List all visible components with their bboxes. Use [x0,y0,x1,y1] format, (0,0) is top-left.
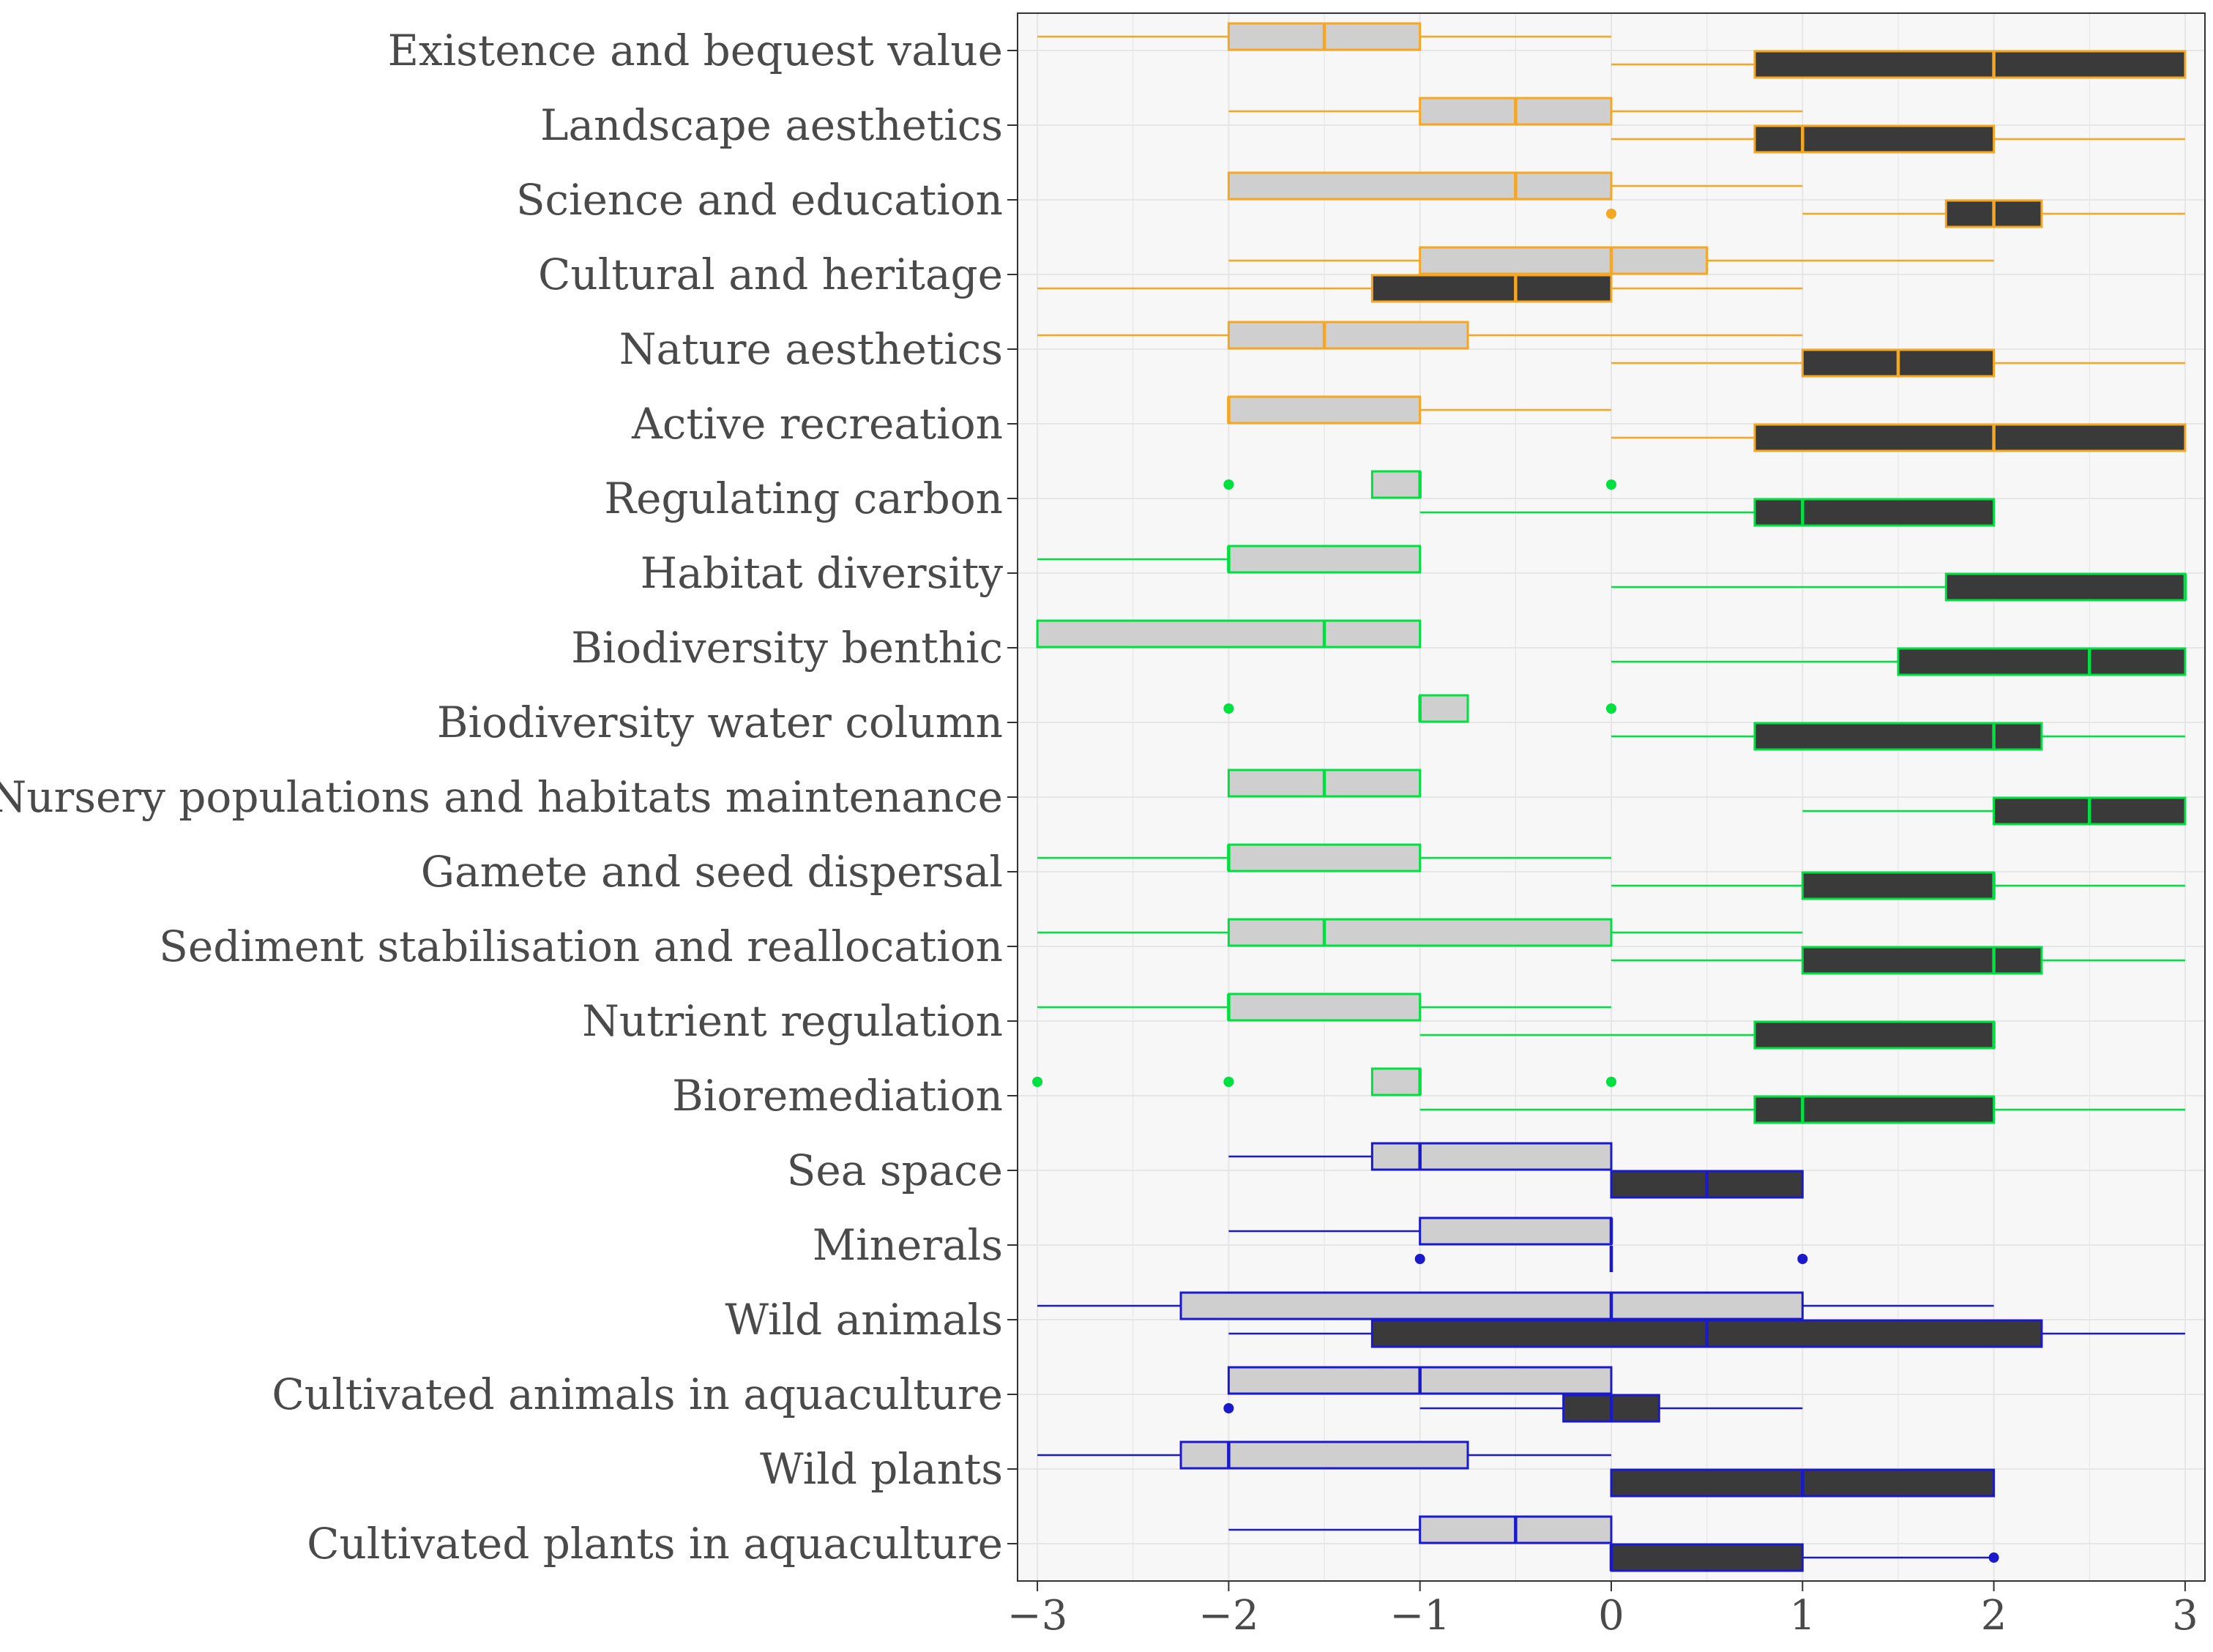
dark-box [1897,647,2187,676]
category-label: Bioremediation [672,1071,1003,1121]
category-label: Nature aesthetics [619,324,1003,374]
category-label: Cultivated plants in aquaculture [307,1519,1003,1569]
category-label: Sea space [787,1145,1003,1195]
light-box [1227,843,1422,872]
box-group [1227,769,2187,826]
box-group [1228,97,2185,154]
box-group [1227,395,2187,452]
category-label: Wild animals [725,1295,1003,1345]
light-outlier [1032,1077,1043,1087]
dark-box [1753,50,2187,79]
x-tick-label: −1 [1389,1592,1450,1640]
light-box [1370,1067,1422,1096]
light-box [1370,1142,1613,1171]
dark-box [1753,1020,1996,1050]
box-group [1037,918,2185,975]
dark-outlier [1414,1254,1425,1264]
category-label: Nutrient regulation [582,996,1003,1046]
x-tick-label: 3 [2172,1592,2198,1640]
category-label: Cultural and heritage [538,250,1003,299]
light-box [1419,1216,1613,1246]
light-box [1036,619,1422,649]
box-group [1037,1440,1996,1498]
x-tick-label: −2 [1198,1592,1259,1640]
dark-outlier [1223,1403,1234,1413]
light-box [1227,395,1422,425]
box-group [1037,843,2185,900]
box-group [1227,171,2185,228]
box-group [1223,694,2185,751]
box-group [1228,1515,1999,1572]
box-group [1037,22,2187,79]
light-box [1179,1291,1804,1320]
light-box [1227,993,1422,1022]
box-group [1037,321,2185,378]
x-tick-label: 0 [1598,1592,1624,1640]
light-box [1227,321,1469,350]
x-tick-label: 2 [1981,1592,2007,1640]
dark-box [1753,498,1996,527]
dark-box [1753,1095,1996,1124]
dark-box [1370,274,1613,303]
box-group [1228,1216,1808,1272]
light-outlier [1606,479,1616,490]
light-box [1179,1440,1469,1470]
light-outlier [1223,479,1234,490]
dark-outlier [1988,1552,1999,1563]
dark-box [1753,722,2043,751]
box-group [1223,1366,1803,1423]
box-group [1036,619,2187,676]
dark-box [1801,946,2043,975]
category-label: Minerals [813,1220,1003,1270]
dark-outlier [1797,1254,1808,1264]
light-box [1419,246,1709,275]
light-outlier [1606,703,1616,714]
category-label: Active recreation [631,399,1003,449]
category-label: Existence and bequest value [388,26,1003,75]
x-axis: −3 −2 −1 0 1 2 3 [1007,1581,2198,1640]
light-box [1227,545,1422,574]
category-label: Nursery populations and habitats mainten… [0,772,1003,822]
category-label: Landscape aesthetics [540,100,1003,150]
dark-box [1610,1543,1804,1572]
box-group [1223,470,1996,527]
light-box [1227,171,1613,201]
light-box [1419,694,1469,723]
box-marks [1032,22,2187,1572]
dark-box [1944,572,2187,602]
category-label: Wild plants [760,1444,1003,1494]
box-group [1037,246,1994,303]
box-group [1037,993,1996,1050]
category-label: Science and education [516,175,1003,225]
box-group [1037,545,2187,602]
category-label: Gamete and seed dispersal [421,847,1003,897]
light-box [1370,470,1422,499]
light-outlier [1606,1077,1616,1087]
box-group [1037,1291,2185,1348]
category-label: Habitat diversity [641,548,1004,598]
x-tick-label: 1 [1789,1592,1815,1640]
box-group [1228,1142,1804,1199]
x-tick-label: −3 [1007,1592,1068,1640]
dark-box [1801,871,1996,900]
box-group [1032,1067,2185,1124]
category-label: Biodiversity benthic [571,623,1003,673]
category-label: Biodiversity water column [437,698,1003,747]
light-box [1227,918,1613,947]
category-label: Regulating carbon [604,474,1003,523]
dark-box [1753,423,2187,452]
light-outlier [1223,703,1234,714]
dark-box [1753,124,1996,154]
category-label: Cultivated animals in aquaculture [272,1369,1003,1419]
category-label: Sediment stabilisation and reallocation [159,922,1003,971]
y-axis: Existence and bequest value Landscape aes… [0,26,1018,1569]
dark-outlier [1606,209,1616,219]
light-outlier [1223,1077,1234,1087]
